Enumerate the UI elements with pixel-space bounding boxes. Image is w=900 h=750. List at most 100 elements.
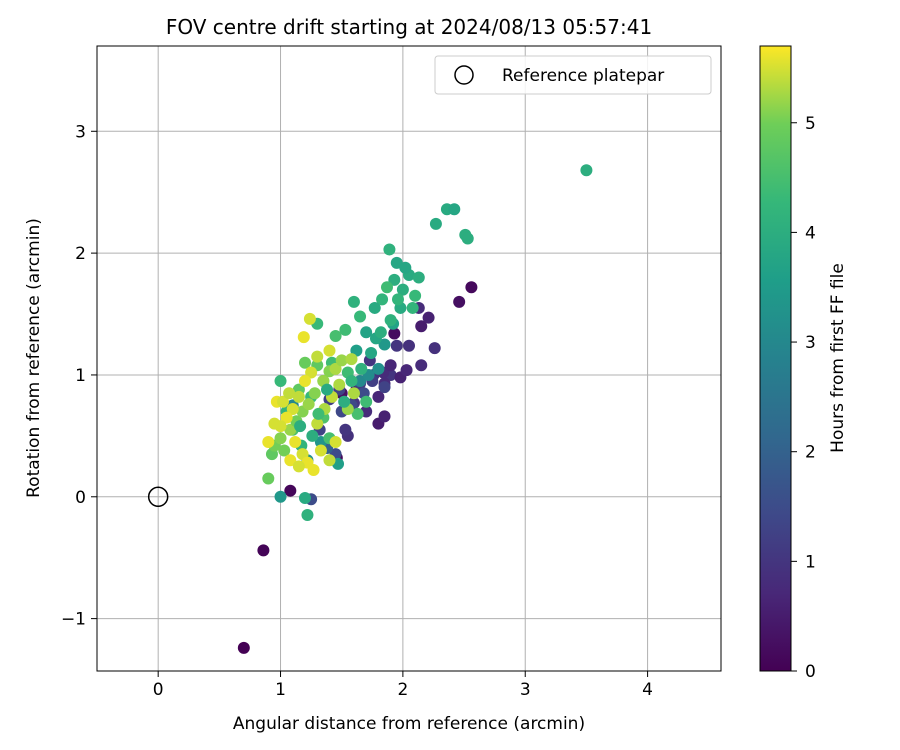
data-point — [461, 232, 474, 245]
data-point — [384, 314, 397, 327]
data-point — [299, 491, 311, 504]
data-point — [274, 375, 287, 388]
data-point — [429, 217, 442, 230]
data-point — [305, 366, 318, 379]
data-point — [283, 387, 296, 400]
data-point — [292, 460, 305, 473]
chart-title: FOV centre drift starting at 2024/08/13 … — [166, 15, 652, 39]
colorbar-tick-label: 4 — [805, 223, 816, 243]
data-point — [311, 350, 324, 363]
data-point — [448, 203, 461, 216]
data-point — [312, 407, 325, 420]
x-axis-label: Angular distance from reference (arcmin) — [233, 714, 585, 734]
data-point — [388, 273, 401, 286]
data-point — [354, 310, 367, 323]
plot-frame — [96, 45, 722, 672]
data-point — [378, 381, 391, 394]
data-point — [323, 344, 336, 357]
data-point — [329, 362, 342, 375]
data-point — [403, 339, 415, 352]
data-point — [329, 329, 342, 342]
data-point — [339, 423, 352, 436]
colorbar-tick-label: 1 — [805, 552, 816, 572]
data-point — [333, 378, 346, 391]
data-point — [284, 423, 297, 436]
x-tick-label: 0 — [153, 680, 164, 700]
data-point — [360, 395, 373, 408]
legend: Reference platepar — [434, 55, 712, 95]
data-point — [412, 271, 425, 284]
colorbar-tick-label: 0 — [805, 662, 816, 682]
data-point — [308, 387, 321, 400]
data-point — [294, 420, 307, 433]
data-point — [276, 395, 289, 408]
data-point — [415, 359, 428, 372]
y-tick-label: 0 — [75, 488, 86, 508]
data-point — [391, 293, 404, 306]
data-point — [368, 301, 381, 314]
data-points — [237, 164, 593, 654]
data-point — [465, 281, 478, 294]
data-point — [399, 261, 412, 274]
y-tick-label: −1 — [61, 610, 86, 630]
colorbar-tick-label: 3 — [805, 333, 816, 353]
data-point — [378, 410, 391, 423]
y-tick-label: 3 — [75, 122, 86, 142]
colorbar-gradient — [759, 45, 792, 672]
data-point — [347, 387, 360, 400]
data-point — [354, 375, 367, 388]
data-point — [292, 390, 305, 403]
data-point — [428, 342, 441, 355]
data-point — [396, 283, 409, 296]
colorbar-ticks: 0 1 2 3 4 5 — [791, 114, 816, 682]
data-point — [286, 403, 299, 416]
data-point — [335, 354, 348, 367]
data-point — [409, 289, 422, 302]
data-point — [323, 454, 336, 467]
data-point — [355, 362, 368, 375]
data-point — [372, 362, 385, 375]
data-point — [329, 435, 342, 448]
y-axis-ticks: −1 0 1 2 3 — [61, 122, 97, 630]
data-point — [303, 312, 316, 325]
data-point — [299, 356, 311, 369]
data-point — [302, 398, 315, 411]
data-point — [321, 383, 334, 396]
reference-marker-group — [147, 486, 169, 508]
data-point — [384, 359, 397, 372]
data-point — [339, 323, 352, 336]
data-point — [280, 411, 293, 424]
data-point — [284, 484, 297, 497]
data-point — [380, 281, 393, 294]
grid-lines — [97, 46, 721, 671]
x-axis-ticks: 0 1 2 3 4 — [153, 671, 653, 700]
data-point — [580, 164, 593, 177]
data-point — [390, 339, 403, 352]
data-point — [406, 301, 419, 314]
data-point — [306, 429, 319, 442]
data-point — [268, 417, 281, 430]
data-point — [262, 472, 275, 485]
data-point — [289, 435, 302, 448]
reference-platepar-marker — [147, 486, 169, 508]
data-point — [360, 326, 373, 339]
data-point — [372, 390, 385, 403]
data-point — [383, 243, 396, 256]
data-point — [257, 544, 270, 557]
data-point — [284, 454, 297, 467]
data-point — [307, 463, 320, 476]
x-tick-label: 4 — [642, 680, 653, 700]
data-point — [311, 417, 324, 430]
x-tick-label: 2 — [397, 680, 408, 700]
data-point — [274, 432, 287, 445]
data-point — [345, 353, 358, 366]
legend-marker — [454, 65, 474, 85]
data-point — [376, 293, 389, 306]
x-tick-label: 1 — [275, 680, 286, 700]
data-point — [338, 395, 351, 408]
data-point — [347, 295, 360, 308]
data-point — [237, 641, 250, 654]
colorbar: 0 1 2 3 4 5 Hours from first FF file — [759, 45, 848, 682]
data-point — [415, 320, 428, 333]
